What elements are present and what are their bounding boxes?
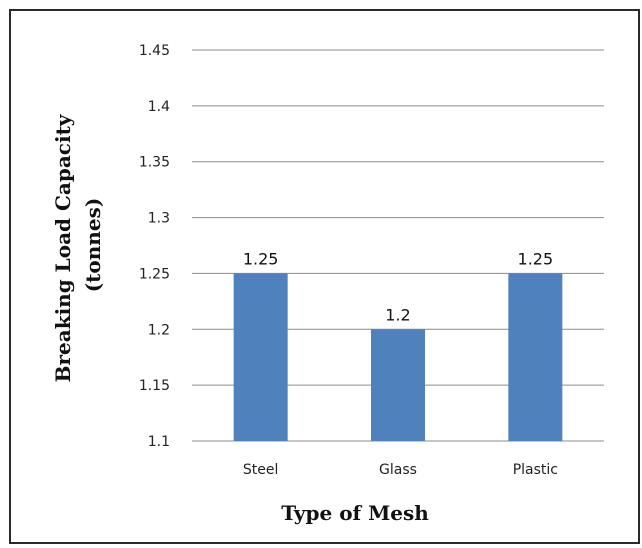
x-category-label: Steel — [243, 462, 279, 478]
x-category-label: Plastic — [513, 462, 558, 478]
x-axis-title: Type of Mesh — [281, 501, 429, 525]
data-label-steel: 1.25 — [243, 249, 279, 268]
bar-steel — [233, 273, 288, 441]
y-tick-label: 1.3 — [148, 211, 170, 227]
bar-plastic — [508, 273, 563, 441]
y-axis-title-line-2: (tonnes) — [81, 198, 105, 293]
x-category-label: Glass — [379, 462, 417, 478]
y-tick-labels: 1.1 1.15 1.2 1.25 1.3 1.35 1.4 1.45 — [139, 43, 170, 450]
data-labels: 1.25 1.2 1.25 — [243, 249, 553, 324]
x-category-labels: Steel Glass Plastic — [243, 462, 558, 478]
data-label-plastic: 1.25 — [518, 249, 554, 268]
data-label-glass: 1.2 — [385, 305, 410, 324]
y-tick-label: 1.45 — [139, 43, 170, 59]
y-tick-label: 1.35 — [139, 155, 170, 171]
y-tick-label: 1.25 — [139, 266, 170, 282]
y-axis-title: Breaking Load Capacity (tonnes) — [51, 108, 105, 383]
y-tick-label: 1.4 — [148, 99, 170, 115]
y-axis-title-line-1: Breaking Load Capacity — [51, 113, 75, 382]
y-tick-label: 1.1 — [148, 434, 170, 450]
bars — [233, 273, 563, 441]
y-tick-label: 1.2 — [148, 322, 170, 338]
y-tick-label: 1.15 — [139, 378, 170, 394]
bar-glass — [371, 329, 425, 441]
